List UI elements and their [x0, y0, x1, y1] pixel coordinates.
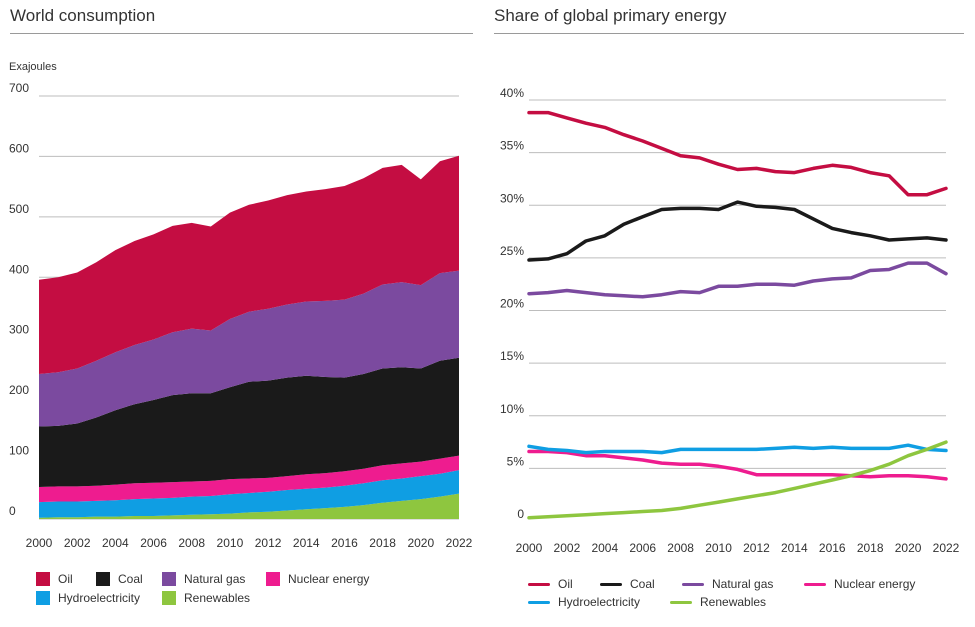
oil-swatch — [36, 572, 50, 586]
y-tick-label-15-: 15% — [500, 349, 524, 363]
legend-label-coal: Coal — [118, 572, 143, 586]
x-tick-label-2018: 2018 — [369, 536, 396, 550]
x-tick-label-2020: 2020 — [407, 536, 434, 550]
y-axis-unit-label: Exajoules — [9, 61, 57, 73]
left-title-divider — [10, 33, 473, 34]
legend-label-renewables: Renewables — [184, 591, 251, 605]
legend-line-label-renewables: Renewables — [700, 595, 767, 609]
y-tick-label-500: 500 — [9, 202, 29, 216]
natural-gas-swatch — [162, 572, 176, 586]
legend-label-hydro: Hydroelectricity — [58, 591, 141, 605]
left-chart-title: World consumption — [10, 6, 156, 25]
renewables-line-swatch — [670, 600, 692, 604]
x-tick-label-2002: 2002 — [64, 536, 91, 550]
x-tick-label-2006: 2006 — [140, 536, 167, 550]
legend-label-oil: Oil — [58, 572, 73, 586]
legend-line-coal: Coal — [600, 577, 655, 591]
coal-swatch — [96, 572, 110, 586]
legend-label-natural-gas: Natural gas — [184, 572, 246, 586]
x-tick-label-2000: 2000 — [26, 536, 53, 550]
x-tick-label-2010: 2010 — [217, 536, 244, 550]
x-tick-label-2012: 2012 — [743, 541, 770, 555]
area-oil — [39, 155, 459, 374]
x-tick-label-2004: 2004 — [591, 541, 618, 555]
x-tick-label-2016: 2016 — [331, 536, 358, 550]
legend-line-renewables: Renewables — [670, 595, 766, 609]
y-tick-label-0: 0 — [517, 507, 524, 521]
area-coal — [39, 357, 459, 487]
nuclear-swatch — [266, 572, 280, 586]
legend-line-oil: Oil — [528, 577, 573, 591]
y-tick-label-100: 100 — [9, 444, 29, 458]
y-tick-label-35-: 35% — [500, 139, 524, 153]
x-tick-label-2012: 2012 — [255, 536, 282, 550]
area-natural-gas — [39, 270, 459, 427]
y-tick-label-0: 0 — [9, 504, 16, 518]
area-renewables — [39, 493, 459, 519]
line-oil — [527, 110, 948, 197]
legend-line-label-natural-gas: Natural gas — [712, 577, 774, 591]
x-tick-label-2008: 2008 — [178, 536, 205, 550]
x-tick-label-2014: 2014 — [293, 536, 320, 550]
line-coal — [527, 200, 948, 262]
line-hydroelectricity — [527, 443, 948, 455]
y-tick-label-20-: 20% — [500, 297, 524, 311]
y-tick-label-30-: 30% — [500, 191, 524, 205]
right-chart-title: Share of global primary energy — [494, 6, 727, 25]
legend-item-coal: Coal — [96, 572, 143, 586]
x-tick-label-2020: 2020 — [895, 541, 922, 555]
legend-line-label-coal: Coal — [630, 577, 655, 591]
legend-item-natural-gas: Natural gas — [162, 572, 245, 586]
line-renewables — [527, 440, 948, 520]
y-tick-label-200: 200 — [9, 383, 29, 397]
x-tick-label-2006: 2006 — [629, 541, 656, 555]
x-tick-label-2022: 2022 — [446, 536, 473, 550]
legend-line-label-nuclear: Nuclear energy — [834, 577, 916, 591]
legend-line-nuclear: Nuclear energy — [804, 577, 915, 591]
y-tick-label-300: 300 — [9, 323, 29, 337]
y-tick-label-400: 400 — [9, 262, 29, 276]
x-tick-label-2004: 2004 — [102, 536, 129, 550]
x-tick-label-2016: 2016 — [819, 541, 846, 555]
legend-line-hydro: Hydroelectricity — [528, 595, 640, 609]
legend-item-nuclear: Nuclear energy — [266, 572, 369, 586]
legend-item-renewables: Renewables — [162, 591, 250, 605]
x-tick-label-2022: 2022 — [933, 541, 960, 555]
line-natural-gas — [527, 261, 948, 299]
y-tick-label-10-: 10% — [500, 402, 524, 416]
nuclear-line-swatch — [804, 582, 826, 586]
renewables-swatch — [162, 591, 176, 605]
x-tick-label-2010: 2010 — [705, 541, 732, 555]
y-tick-label-25-: 25% — [500, 244, 524, 258]
area-hydroelectricity — [39, 470, 459, 518]
legend-item-hydro: Hydroelectricity — [36, 591, 140, 605]
x-tick-label-2000: 2000 — [516, 541, 543, 555]
legend-line-label-oil: Oil — [558, 577, 573, 591]
y-tick-label-5-: 5% — [507, 454, 525, 468]
area-nuclear-energy — [39, 455, 459, 503]
x-tick-label-2002: 2002 — [554, 541, 581, 555]
hydro-line-swatch — [528, 600, 550, 604]
coal-line-swatch — [600, 582, 622, 586]
y-tick-label-40-: 40% — [500, 86, 524, 100]
legend-line-natural-gas: Natural gas — [682, 577, 773, 591]
y-tick-label-700: 700 — [9, 81, 29, 95]
x-tick-label-2014: 2014 — [781, 541, 808, 555]
legend-item-oil: Oil — [36, 572, 73, 586]
natural-gas-line-swatch — [682, 582, 704, 586]
hydro-swatch — [36, 591, 50, 605]
right-title-divider — [494, 33, 964, 34]
legend-label-nuclear: Nuclear energy — [288, 572, 370, 586]
line-nuclear-energy — [527, 449, 948, 481]
x-tick-label-2018: 2018 — [857, 541, 884, 555]
y-tick-label-600: 600 — [9, 141, 29, 155]
x-tick-label-2008: 2008 — [667, 541, 694, 555]
legend-line-label-hydro: Hydroelectricity — [558, 595, 641, 609]
oil-line-swatch — [528, 582, 550, 586]
